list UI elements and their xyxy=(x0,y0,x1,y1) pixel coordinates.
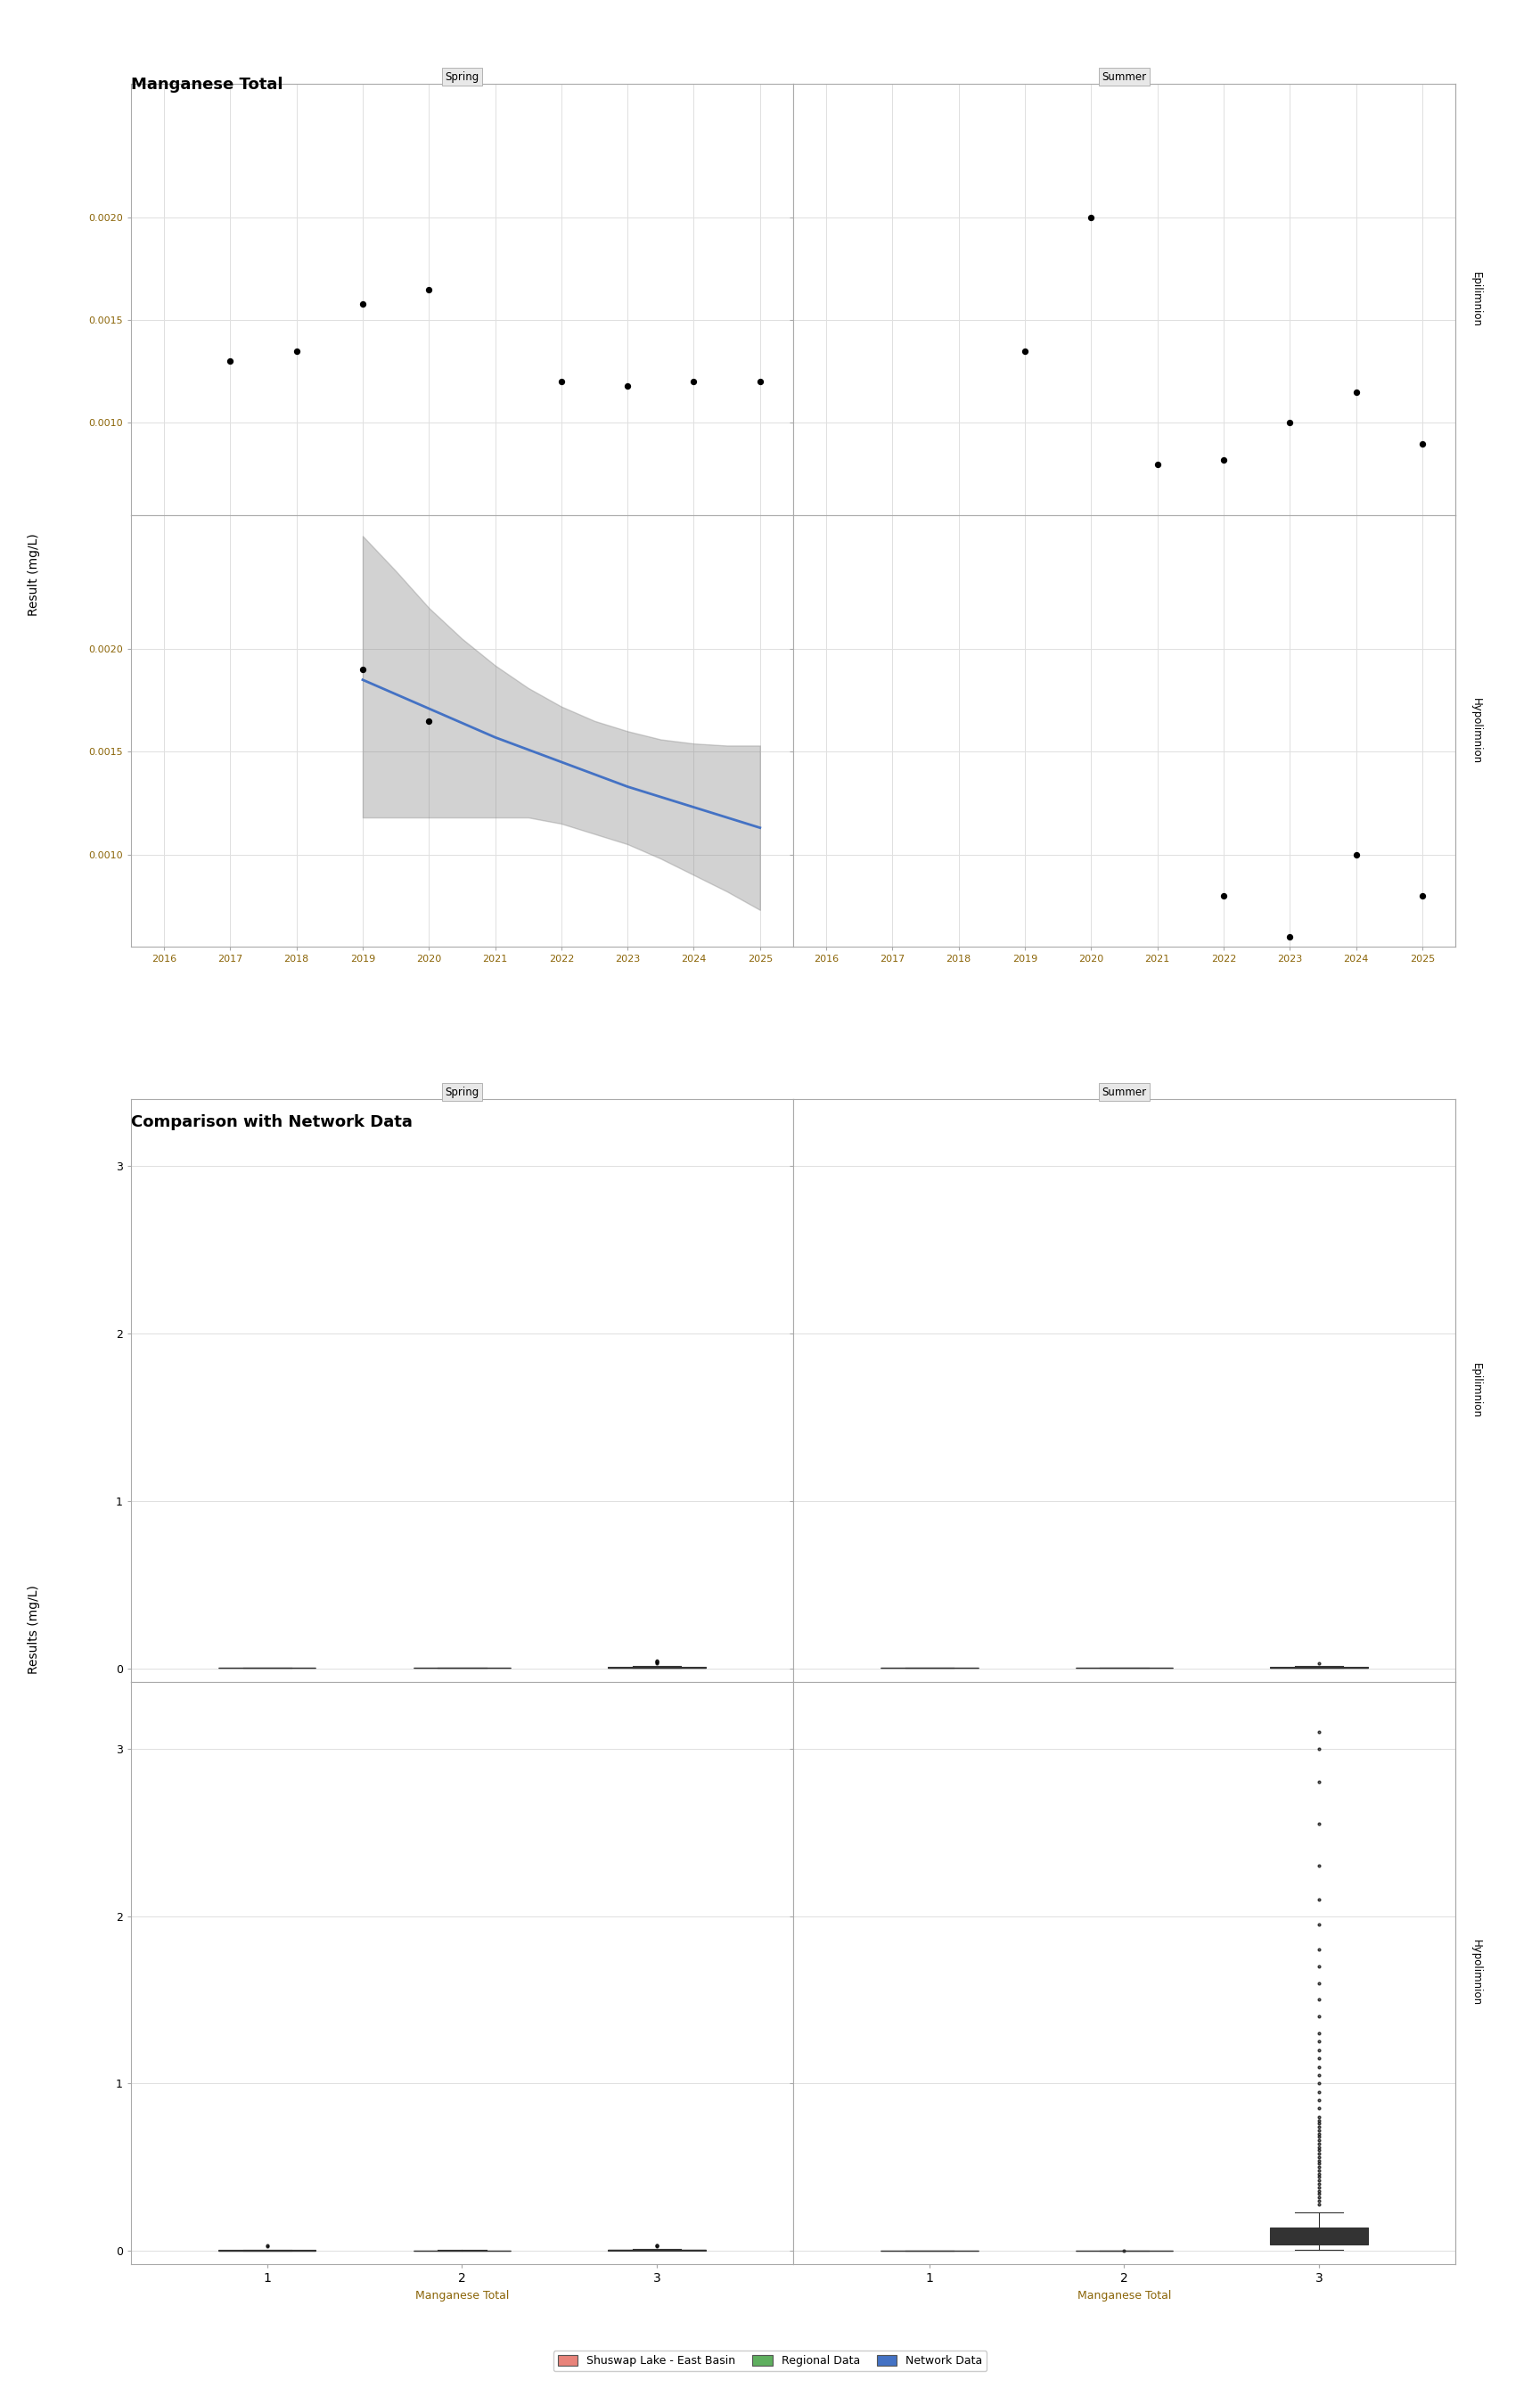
Title: Summer: Summer xyxy=(1101,1085,1147,1097)
Y-axis label: Hypolimnion: Hypolimnion xyxy=(1471,697,1481,764)
Legend: Shuswap Lake - East Basin, Regional Data, Network Data: Shuswap Lake - East Basin, Regional Data… xyxy=(553,2350,987,2372)
Point xyxy=(616,367,641,405)
Point xyxy=(1411,424,1435,462)
Title: Spring: Spring xyxy=(445,1085,479,1097)
Point xyxy=(1278,405,1303,443)
Title: Spring: Spring xyxy=(445,72,479,84)
X-axis label: Manganese Total: Manganese Total xyxy=(416,2291,508,2300)
Point xyxy=(1080,199,1104,237)
Point xyxy=(1278,918,1303,956)
Point xyxy=(1411,877,1435,915)
Text: Result (mg/L): Result (mg/L) xyxy=(28,534,40,616)
Point xyxy=(1013,331,1038,369)
Text: Results (mg/L): Results (mg/L) xyxy=(28,1584,40,1675)
Point xyxy=(219,343,243,381)
Point xyxy=(1212,441,1237,479)
Point xyxy=(417,271,442,309)
Point xyxy=(417,702,442,740)
PathPatch shape xyxy=(1270,2228,1368,2245)
Point xyxy=(682,362,707,400)
Text: Manganese Total: Manganese Total xyxy=(131,77,283,93)
Point xyxy=(285,331,310,369)
Point xyxy=(1146,949,1170,987)
Point xyxy=(548,362,573,400)
Point xyxy=(351,649,376,688)
Text: Comparison with Network Data: Comparison with Network Data xyxy=(131,1114,413,1131)
Title: Summer: Summer xyxy=(1101,72,1147,84)
Point xyxy=(1080,958,1104,997)
Point xyxy=(748,362,773,400)
Point xyxy=(1212,877,1237,915)
Y-axis label: Epilimnion: Epilimnion xyxy=(1471,273,1481,328)
Point xyxy=(1146,446,1170,484)
Y-axis label: Hypolimnion: Hypolimnion xyxy=(1471,1941,1481,2005)
Point xyxy=(1344,374,1369,412)
Y-axis label: Epilimnion: Epilimnion xyxy=(1471,1363,1481,1418)
X-axis label: Manganese Total: Manganese Total xyxy=(1078,2291,1170,2300)
Point xyxy=(351,285,376,323)
Point xyxy=(1344,836,1369,875)
